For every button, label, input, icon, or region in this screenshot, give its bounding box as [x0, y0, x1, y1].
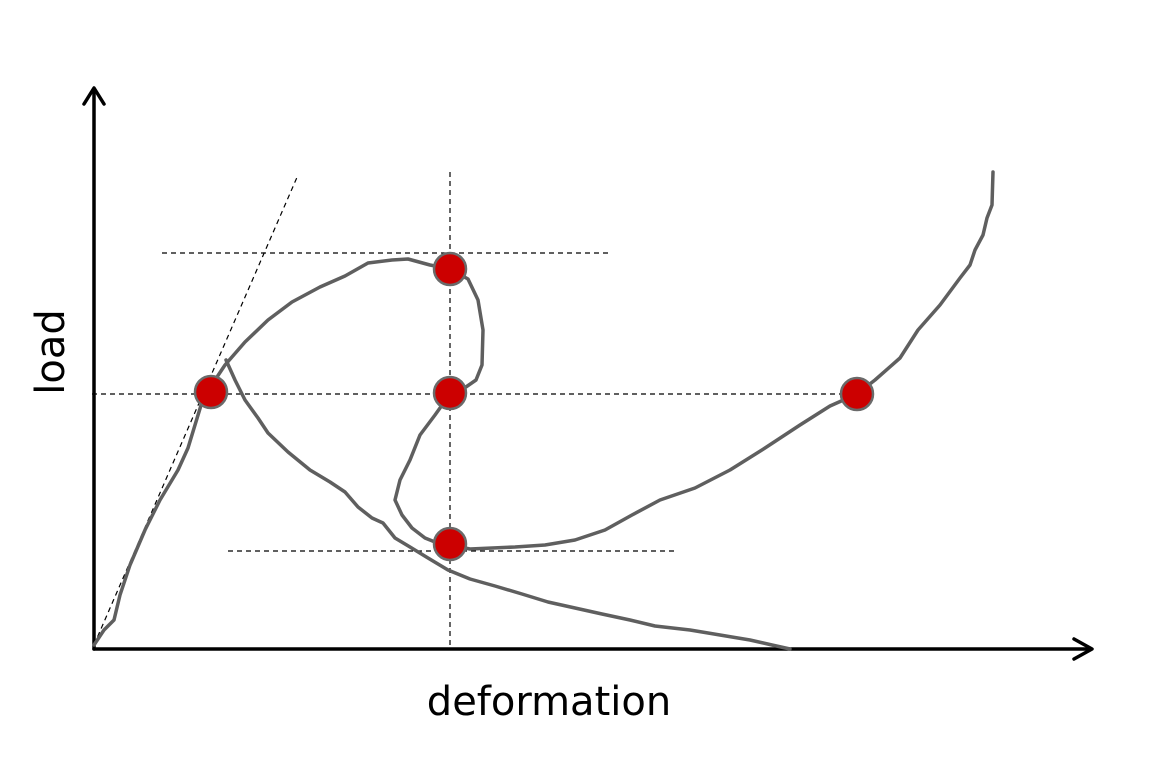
marker-mid: [432, 375, 468, 411]
descending-curve: [224, 358, 792, 651]
key-point-markers: [193, 251, 875, 562]
y-axis-label: load: [28, 309, 74, 395]
initial-stiffness-tangent-line: [93, 174, 299, 646]
x-axis-label: deformation: [427, 679, 671, 725]
x-axis-arrowhead: [1072, 637, 1094, 661]
marker-peak: [432, 251, 468, 287]
marker-right: [839, 376, 875, 412]
marker-yield: [193, 374, 229, 410]
marker-low: [432, 526, 468, 562]
axes: [82, 86, 1094, 661]
y-axis-arrowhead: [82, 86, 106, 106]
